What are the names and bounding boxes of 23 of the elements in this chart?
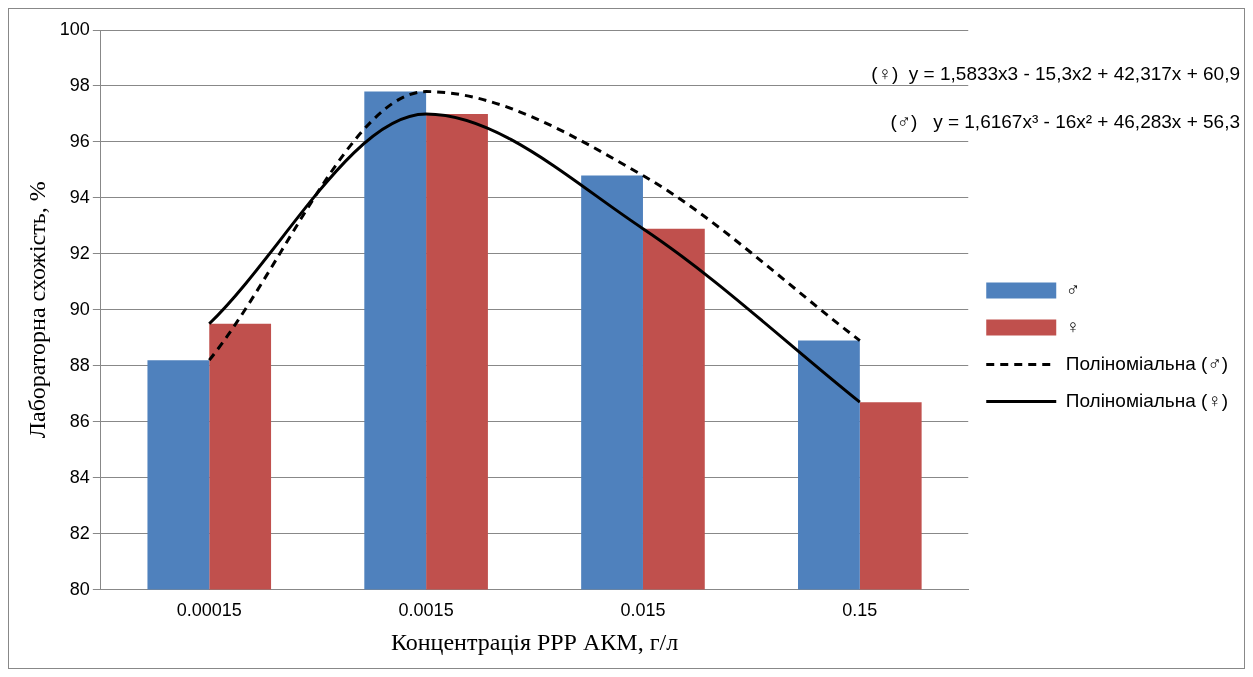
x-tick-label: 0.15 xyxy=(842,600,878,621)
y-tick-label: 96 xyxy=(69,130,90,151)
y-tick-label: 86 xyxy=(69,410,90,431)
legend-label: Поліноміальна (♂) xyxy=(1065,352,1229,374)
y-tick-label: 100 xyxy=(59,18,90,39)
y-tick-label: 94 xyxy=(69,186,90,207)
legend-label: Поліноміальна (♀) xyxy=(1065,389,1229,411)
y-tick-label: 82 xyxy=(69,522,90,543)
legend-label: ♀ xyxy=(1065,315,1080,337)
legend-label: ♂ xyxy=(1065,278,1080,300)
x-tick-label: 0.00015 xyxy=(176,600,242,621)
y-axis-title: Лабораторна схожість, % xyxy=(23,181,50,439)
x-tick-label: 0.015 xyxy=(620,600,666,621)
y-tick-label: 90 xyxy=(69,298,90,319)
x-axis-title: Концентрація РРР АКМ, г/л xyxy=(390,628,679,655)
annotation: (♂) y = 1,6167x³ - 16x² + 46,283x + 56,3 xyxy=(890,111,1240,133)
x-tick-label: 0.0015 xyxy=(398,600,454,621)
annotation: (♀) y = 1,5833x3 - 15,3x2 + 42,317x + 60,9 xyxy=(871,63,1240,85)
y-tick-label: 88 xyxy=(69,354,90,375)
y-tick-label: 84 xyxy=(69,466,90,487)
y-tick-label: 98 xyxy=(69,74,90,95)
y-tick-label: 80 xyxy=(69,578,90,599)
y-tick-label: 92 xyxy=(69,242,90,263)
